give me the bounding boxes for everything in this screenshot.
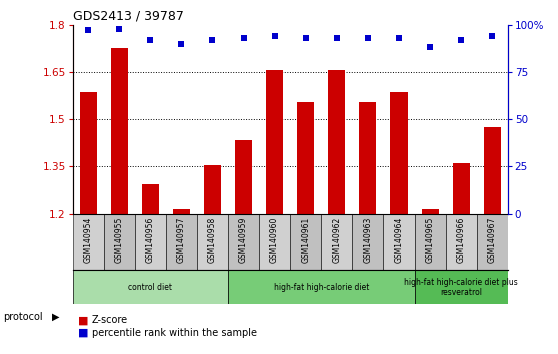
Bar xyxy=(197,214,228,270)
Text: control diet: control diet xyxy=(128,283,172,292)
Bar xyxy=(228,270,415,304)
Point xyxy=(426,45,435,50)
Text: GSM140960: GSM140960 xyxy=(270,217,279,263)
Point xyxy=(146,37,155,43)
Point xyxy=(488,33,497,39)
Text: percentile rank within the sample: percentile rank within the sample xyxy=(92,328,257,338)
Point xyxy=(333,35,341,41)
Bar xyxy=(359,102,377,214)
Point xyxy=(115,26,124,32)
Text: high-fat high-calorie diet plus
resveratrol: high-fat high-calorie diet plus resverat… xyxy=(405,278,518,297)
Bar xyxy=(446,214,477,270)
Text: GSM140967: GSM140967 xyxy=(488,217,497,263)
Bar xyxy=(421,209,439,214)
Bar xyxy=(166,214,197,270)
Text: GSM140958: GSM140958 xyxy=(208,217,217,263)
Bar xyxy=(73,270,228,304)
Text: GSM140961: GSM140961 xyxy=(301,217,310,263)
Bar xyxy=(477,214,508,270)
Text: GSM140954: GSM140954 xyxy=(84,217,93,263)
Point xyxy=(363,35,372,41)
Bar xyxy=(352,214,383,270)
Text: Z-score: Z-score xyxy=(92,315,128,325)
Text: GSM140965: GSM140965 xyxy=(426,217,435,263)
Text: GSM140964: GSM140964 xyxy=(395,217,403,263)
Text: GSM140963: GSM140963 xyxy=(363,217,372,263)
Text: GSM140957: GSM140957 xyxy=(177,217,186,263)
Point xyxy=(239,35,248,41)
Bar xyxy=(228,214,259,270)
Point xyxy=(456,37,465,43)
Bar xyxy=(383,214,415,270)
Text: ■: ■ xyxy=(78,328,89,338)
Point xyxy=(177,41,186,46)
Bar xyxy=(142,184,159,214)
Bar xyxy=(235,140,252,214)
Text: GSM140966: GSM140966 xyxy=(456,217,465,263)
Bar xyxy=(484,127,501,214)
Bar xyxy=(391,92,407,214)
Bar xyxy=(134,214,166,270)
Point xyxy=(270,33,279,39)
Bar xyxy=(453,163,470,214)
Bar xyxy=(104,214,134,270)
Text: ■: ■ xyxy=(78,315,89,325)
Bar xyxy=(173,209,190,214)
Point xyxy=(208,37,217,43)
Bar xyxy=(204,165,221,214)
Bar xyxy=(415,270,508,304)
Text: GSM140959: GSM140959 xyxy=(239,217,248,263)
Bar xyxy=(415,214,446,270)
Text: GSM140962: GSM140962 xyxy=(333,217,341,263)
Bar xyxy=(321,214,352,270)
Text: GSM140955: GSM140955 xyxy=(115,217,124,263)
Bar xyxy=(297,102,314,214)
Text: GSM140956: GSM140956 xyxy=(146,217,155,263)
Text: protocol: protocol xyxy=(3,312,42,322)
Text: ▶: ▶ xyxy=(52,312,60,322)
Bar xyxy=(110,48,128,214)
Bar xyxy=(259,214,290,270)
Bar xyxy=(266,70,283,214)
Point xyxy=(301,35,310,41)
Text: high-fat high-calorie diet: high-fat high-calorie diet xyxy=(273,283,369,292)
Bar xyxy=(290,214,321,270)
Point xyxy=(84,28,93,33)
Bar xyxy=(328,70,345,214)
Bar xyxy=(80,92,97,214)
Bar xyxy=(73,214,104,270)
Point xyxy=(395,35,403,41)
Text: GDS2413 / 39787: GDS2413 / 39787 xyxy=(73,9,184,22)
